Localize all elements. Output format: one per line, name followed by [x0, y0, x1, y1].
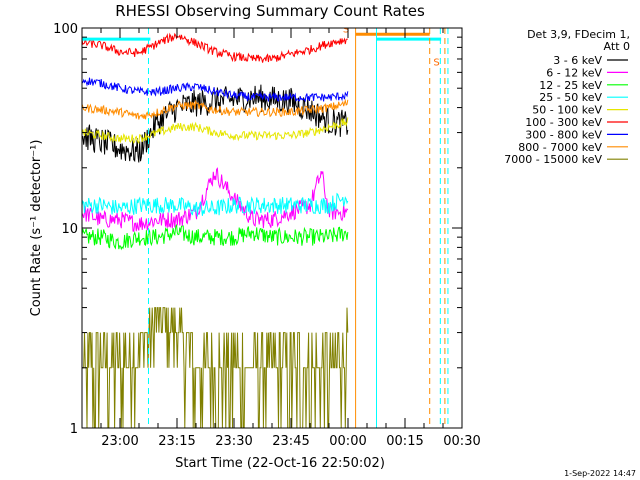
legend-label-3: 25 - 50 keV [539, 91, 602, 104]
x-tick-label-4: 00:00 [329, 434, 366, 449]
x-tick-label-3: 23:45 [272, 434, 309, 449]
x-tick-label-2: 23:30 [215, 434, 252, 449]
legend-label-1: 6 - 12 keV [546, 66, 602, 79]
series-group: SS [82, 24, 449, 428]
y-tick-label-1: 10 [61, 222, 78, 237]
legend-label-2: 12 - 25 keV [539, 79, 602, 92]
x-tick-label-5: 00:15 [386, 434, 423, 449]
series-line-5 [82, 32, 348, 63]
x-tick-label-1: 23:15 [158, 434, 195, 449]
x-tick-label-0: 23:00 [101, 434, 138, 449]
legend-label-5: 100 - 300 keV [525, 116, 602, 129]
y-tick-label-0: 1 [70, 422, 78, 437]
legend-label-0: 3 - 6 keV [553, 54, 602, 67]
y-axis-label: Count Rate (s⁻¹ detector⁻¹) [29, 140, 44, 317]
y-axis: 1 10 100 [53, 22, 462, 437]
x-axis-label: Start Time (22-Oct-16 22:50:02) [175, 456, 385, 471]
annotation-0: S [343, 24, 349, 35]
legend-label-8: 7000 - 15000 keV [504, 153, 602, 166]
series-line-3 [82, 192, 349, 217]
series-line-0 [82, 84, 349, 163]
annotation-1: S [433, 57, 439, 68]
series-line-7 [82, 98, 349, 120]
legend-label-6: 300 - 800 keV [525, 128, 602, 141]
timestamp-label: 1-Sep-2022 14:47 [564, 469, 636, 478]
series-line-4 [82, 117, 349, 145]
series-line-8 [82, 307, 349, 428]
series-line-6 [82, 77, 349, 103]
x-tick-label-6: 00:30 [443, 434, 480, 449]
series-line-2 [82, 224, 349, 251]
x-axis: 23:00 23:15 23:30 23:45 00:00 00:15 00:30 [81, 28, 481, 449]
legend-header-line-1: Det 3,9, FDecim 1, [527, 28, 630, 41]
plot-area: SS [82, 24, 449, 428]
chart-title: RHESSI Observing Summary Count Rates [115, 2, 425, 20]
legend-header-line-2: Att 0 [604, 40, 630, 53]
legend-label-4: 50 - 100 keV [532, 104, 602, 117]
y-tick-label-2: 100 [53, 22, 78, 37]
legend-label-7: 800 - 7000 keV [518, 141, 602, 154]
